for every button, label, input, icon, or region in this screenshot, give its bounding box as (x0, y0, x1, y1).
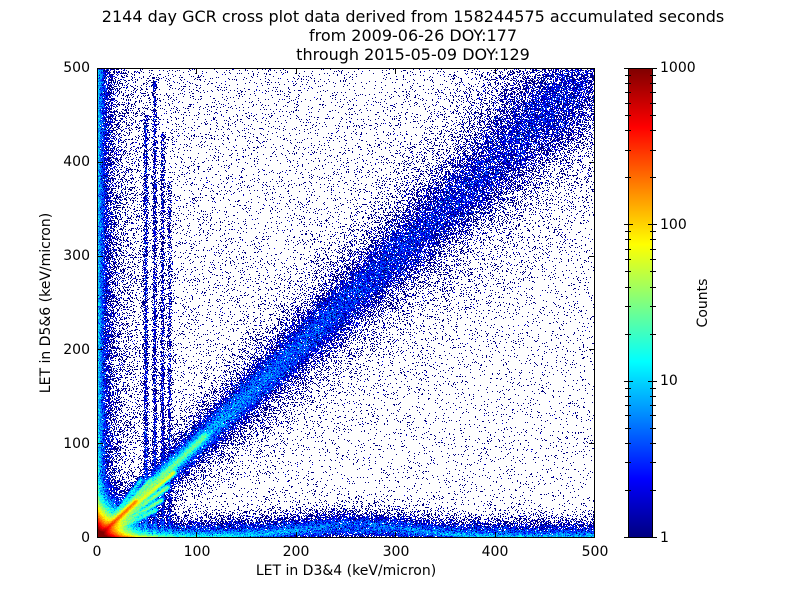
y-tick-label: 100 (63, 436, 90, 452)
y-tick-label: 200 (63, 342, 90, 358)
colorbar-canvas (620, 68, 661, 538)
y-tick-label: 0 (81, 530, 90, 546)
x-tick-label: 500 (581, 544, 609, 560)
title-line-3: through 2015-05-09 DOY:129 (296, 45, 530, 64)
plot-title: 2144 day GCR cross plot data derived fro… (26, 7, 800, 64)
x-tick-label: 200 (282, 544, 310, 560)
colorbar-tick-label: 100 (660, 217, 687, 233)
y-tick-label: 400 (63, 154, 90, 170)
colorbar-tick-label: 1000 (660, 60, 696, 76)
y-tick-label: 300 (63, 248, 90, 264)
x-tick-label: 100 (183, 544, 211, 560)
y-tick-label: 500 (63, 60, 90, 76)
x-axis-label: LET in D3&4 (keV/micron) (255, 563, 437, 579)
colorbar-tick-label: 10 (660, 373, 678, 389)
scatter-density-canvas (97, 68, 595, 538)
x-tick-label: 400 (481, 544, 509, 560)
title-line-2: from 2009-06-26 DOY:177 (308, 26, 517, 45)
x-tick-label: 300 (382, 544, 410, 560)
colorbar-axis-label: Counts (695, 278, 711, 328)
title-line-1: 2144 day GCR cross plot data derived fro… (101, 7, 725, 26)
y-axis-label: LET in D5&6 (keV/micron) (38, 212, 54, 394)
x-tick-label: 0 (92, 544, 102, 560)
colorbar-tick-label: 1 (660, 530, 669, 546)
